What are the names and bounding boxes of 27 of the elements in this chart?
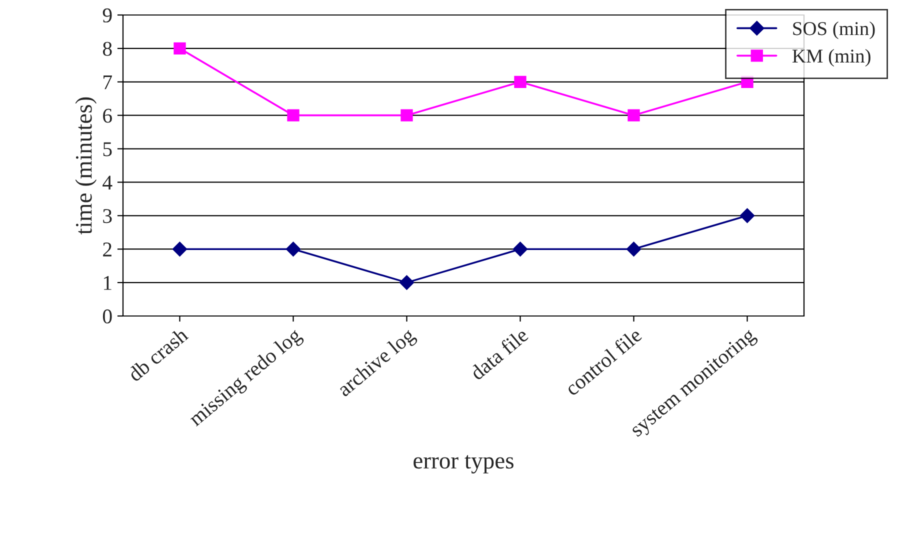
point <box>512 242 528 257</box>
point <box>174 42 186 55</box>
point <box>287 109 300 122</box>
legend-label: KM (min) <box>792 48 870 67</box>
y-tick-label: 1 <box>104 276 112 290</box>
point <box>400 109 413 122</box>
point <box>172 242 188 257</box>
y-tick-label: 7 <box>104 75 112 90</box>
y-tick-label: 4 <box>102 176 112 190</box>
legend-label: SOS (min) <box>793 22 875 40</box>
y-tick-label: 9 <box>102 8 112 22</box>
x-tick-label: data file <box>468 326 530 381</box>
point <box>626 242 642 257</box>
x-axis-title: error types <box>414 455 514 474</box>
y-axis-title: time (minutes) <box>75 97 97 234</box>
point <box>399 275 414 290</box>
y-tick-label: 3 <box>103 209 112 224</box>
y-tick-label: 6 <box>103 108 112 123</box>
point <box>628 109 640 122</box>
point <box>514 76 526 88</box>
y-tick-label: 0 <box>102 309 112 324</box>
y-tick-label: 5 <box>103 142 112 156</box>
y-tick-label: 2 <box>103 242 112 256</box>
x-tick-label: db crash <box>126 326 189 382</box>
y-tick-label: 8 <box>102 42 112 56</box>
point <box>286 242 301 257</box>
point <box>740 208 755 224</box>
